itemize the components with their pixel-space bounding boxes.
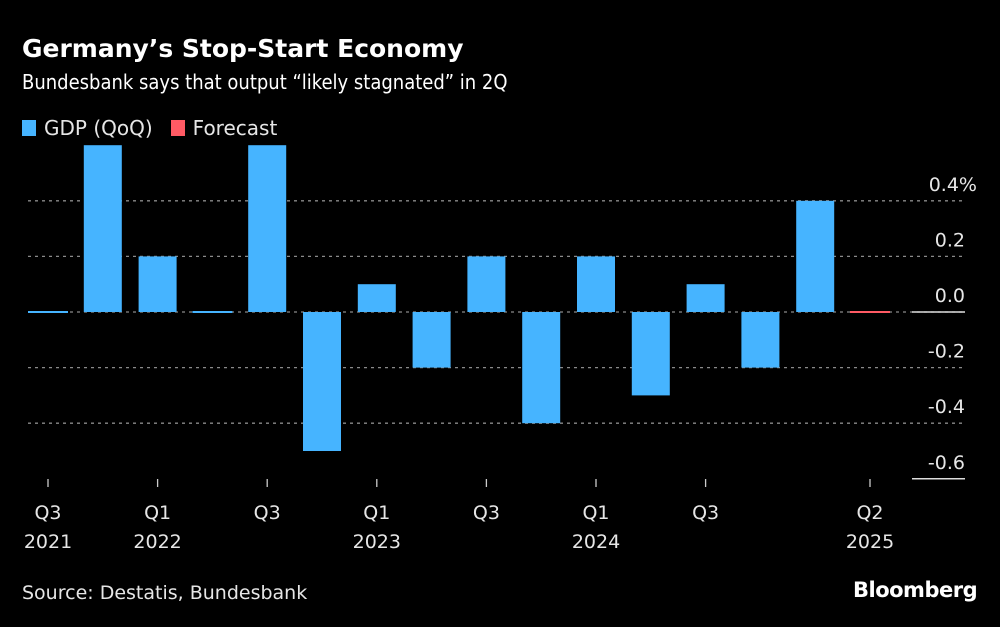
legend-item-gdp: GDP (QoQ) (22, 116, 153, 140)
x-tick-label-year: 2023 (353, 531, 401, 553)
x-tick-label-year: 2025 (846, 531, 894, 553)
source-note: Source: Destatis, Bundesbank (22, 582, 308, 604)
x-tick-label-quarter: Q3 (34, 502, 61, 524)
y-tick-label: -0.2 (928, 341, 965, 363)
x-tick-label-quarter: Q1 (582, 502, 609, 524)
x-tick-label-quarter: Q3 (473, 502, 500, 524)
x-tick-label-quarter: Q3 (254, 502, 281, 524)
chart-title: Germany’s Stop-Start Economy (22, 34, 464, 63)
bloomberg-logo: Bloomberg (853, 578, 978, 602)
y-tick-label: -0.6 (928, 452, 965, 474)
y-tick-label: 0.2 (935, 229, 965, 251)
bar (631, 312, 670, 396)
bar (138, 256, 177, 312)
x-tick-label-quarter: Q1 (363, 502, 390, 524)
x-tick-label-quarter: Q3 (692, 502, 719, 524)
x-tick-label-year: 2022 (133, 531, 181, 553)
y-tick-label: -0.4 (928, 396, 965, 418)
bar (412, 312, 451, 368)
legend-swatch-gdp (22, 120, 36, 136)
chart-subtitle: Bundesbank says that output “likely stag… (22, 70, 508, 94)
legend: GDP (QoQ) Forecast (22, 116, 295, 140)
y-tick-label: 0.0 (935, 285, 965, 307)
x-tick-label-quarter: Q1 (144, 502, 171, 524)
bar (522, 312, 561, 424)
bar (796, 200, 835, 312)
x-tick-label-year: 2024 (572, 531, 620, 553)
bar (83, 145, 122, 312)
legend-label-gdp: GDP (QoQ) (44, 116, 153, 140)
y-tick-label: 0.4% (929, 174, 977, 196)
legend-swatch-forecast (170, 120, 185, 136)
legend-item-forecast: Forecast (170, 116, 278, 140)
x-tick-label-quarter: Q2 (856, 502, 883, 524)
bar (741, 312, 780, 368)
bar (303, 312, 341, 451)
bar (577, 256, 615, 312)
bar (357, 284, 396, 312)
bar (467, 256, 506, 312)
bar (686, 284, 725, 312)
x-tick-label-year: 2021 (24, 531, 72, 553)
legend-label-forecast: Forecast (192, 116, 278, 140)
bar (248, 145, 287, 312)
